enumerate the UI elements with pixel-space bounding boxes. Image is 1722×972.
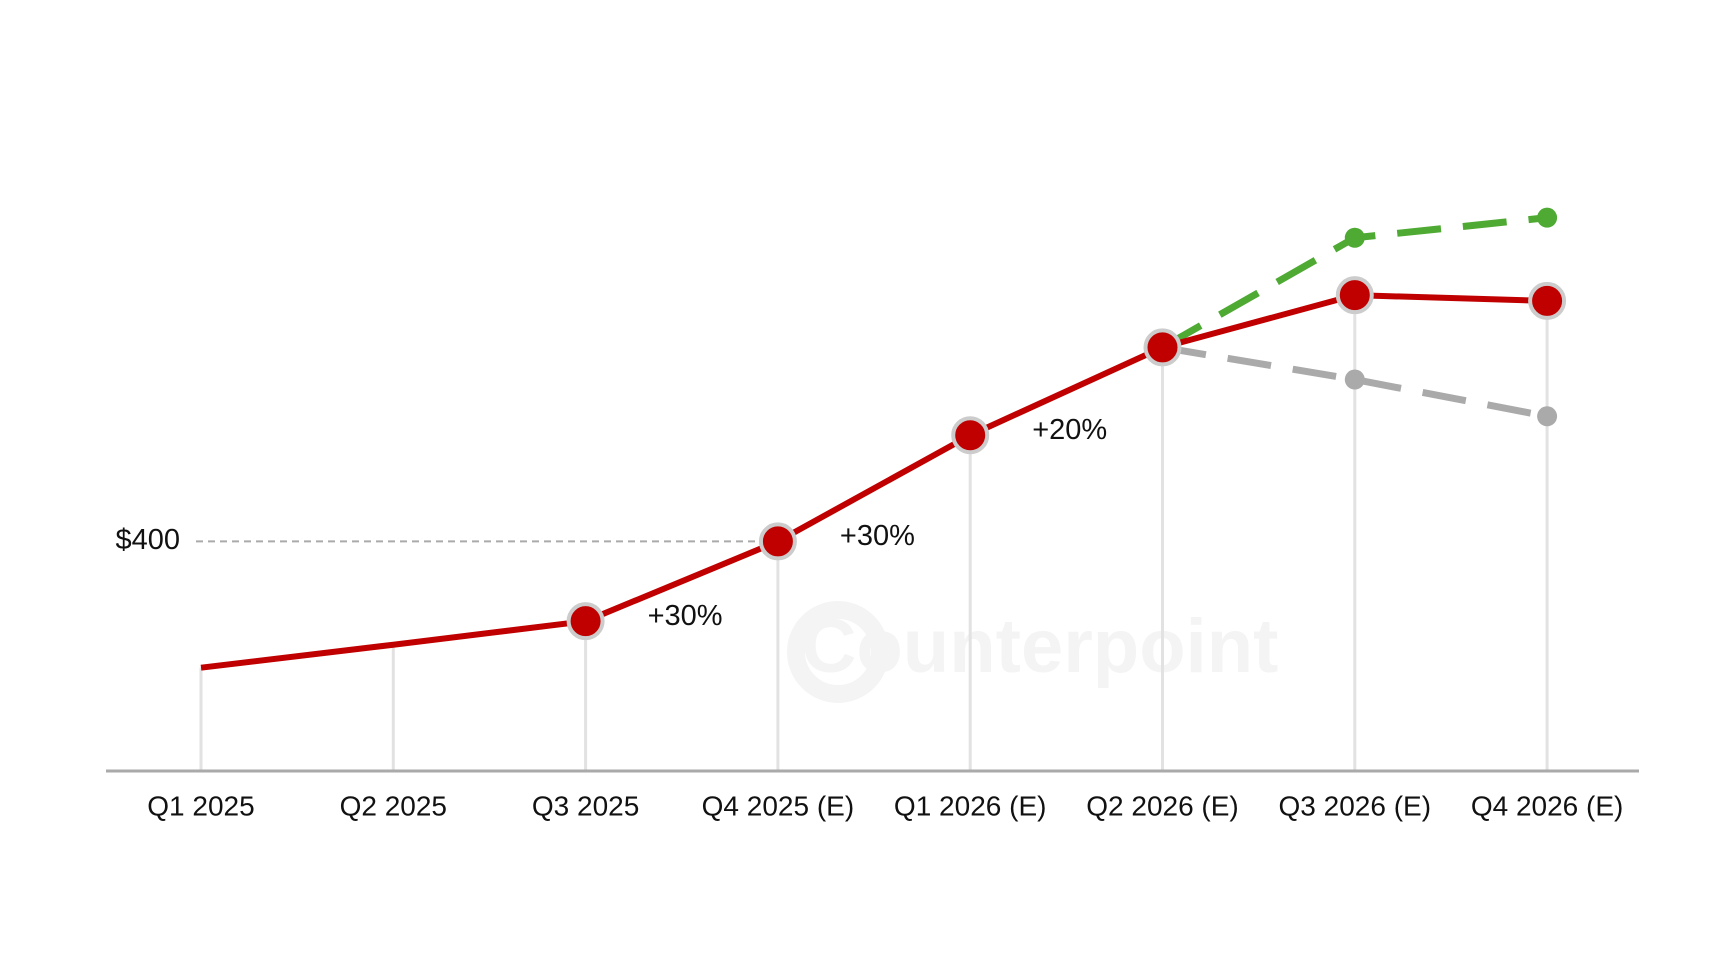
x-tick-label: Q4 2026 (E) <box>1471 790 1624 821</box>
y-tick-label: $400 <box>115 524 180 556</box>
point <box>566 602 605 641</box>
x-tick-label: Q2 2026 (E) <box>1086 790 1239 821</box>
x-tick-label: Q1 2025 <box>147 790 254 821</box>
x-tick-label: Q3 2026 (E) <box>1279 790 1432 821</box>
point <box>1528 281 1567 320</box>
x-tick-label: Q3 2025 <box>532 790 639 821</box>
point <box>1537 207 1558 228</box>
point <box>1344 369 1365 390</box>
annotation: +20% <box>1032 414 1107 446</box>
point <box>1344 227 1365 248</box>
x-tick-label: Q2 2025 <box>340 790 447 821</box>
annotation: +30% <box>840 520 915 552</box>
watermark-logo <box>787 601 889 703</box>
series-line <box>200 292 1548 671</box>
x-tick-label: Q1 2026 (E) <box>894 790 1047 821</box>
point <box>1335 276 1374 315</box>
point <box>1537 406 1558 427</box>
point <box>951 416 990 455</box>
x-tick-label: Q4 2025 (E) <box>702 790 855 821</box>
point <box>1143 328 1182 367</box>
annotation: +30% <box>648 600 723 632</box>
point <box>758 522 797 561</box>
